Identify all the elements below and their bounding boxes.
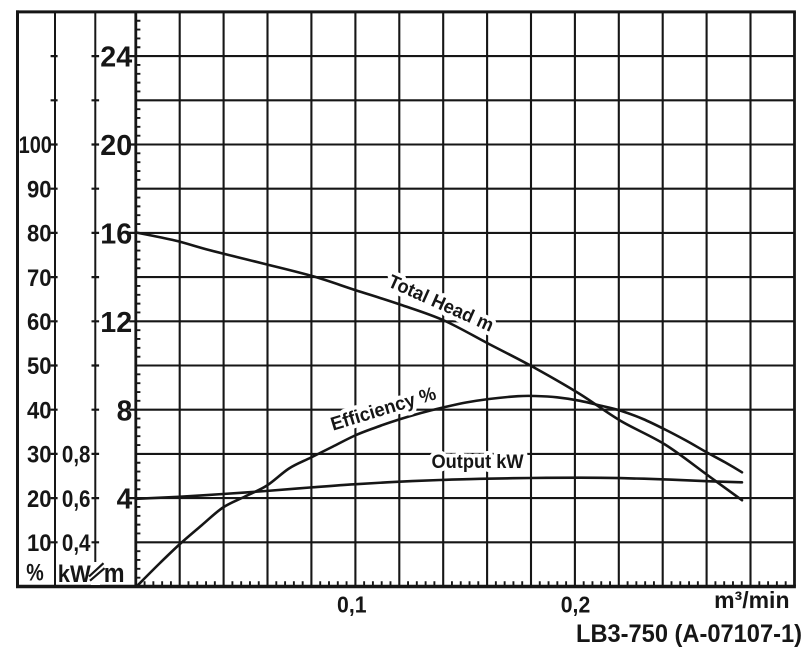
svg-text:Output kW: Output kW (432, 452, 524, 473)
svg-text:8: 8 (117, 395, 133, 427)
svg-text:0,2: 0,2 (561, 591, 591, 617)
svg-text:16: 16 (100, 219, 132, 251)
svg-text:30: 30 (27, 442, 52, 469)
svg-text:0,4: 0,4 (62, 530, 91, 557)
svg-text:0,8: 0,8 (62, 442, 91, 469)
svg-text:Output kW: Output kW (432, 452, 524, 473)
svg-text:m: m (104, 558, 125, 588)
svg-text:20: 20 (27, 486, 52, 513)
svg-text:24: 24 (100, 42, 132, 74)
svg-text:100: 100 (19, 132, 52, 159)
svg-text:0,1: 0,1 (337, 591, 367, 617)
svg-text:LB3-750 (A-07107-1): LB3-750 (A-07107-1) (576, 620, 802, 648)
svg-text:4: 4 (117, 484, 133, 516)
svg-text:60: 60 (27, 309, 52, 336)
svg-text:70: 70 (27, 265, 52, 292)
svg-text:80: 80 (27, 221, 52, 248)
svg-text:%: % (26, 560, 44, 587)
svg-text:20: 20 (100, 130, 132, 162)
svg-text:50: 50 (27, 353, 52, 380)
svg-text:m³/min: m³/min (714, 587, 789, 613)
svg-text:90: 90 (27, 176, 52, 203)
svg-text:10: 10 (27, 530, 52, 557)
svg-text:12: 12 (100, 307, 132, 339)
svg-text:0,6: 0,6 (62, 486, 91, 513)
svg-text:40: 40 (27, 397, 52, 424)
svg-text:kW: kW (58, 561, 91, 588)
